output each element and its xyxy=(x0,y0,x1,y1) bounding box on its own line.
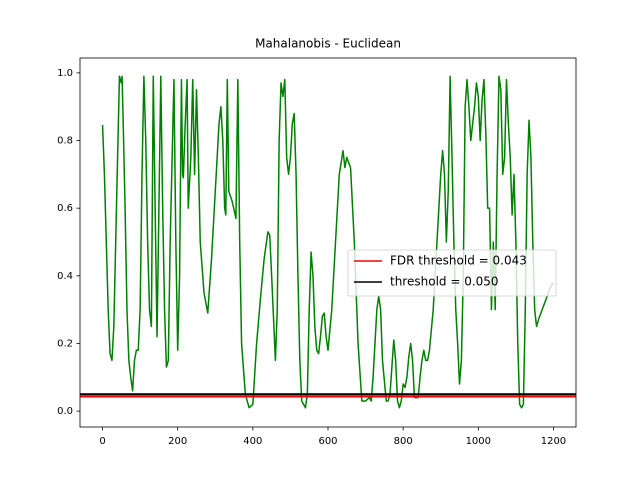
x-tick-label: 800 xyxy=(394,436,413,447)
y-tick-label: 0.8 xyxy=(57,136,73,147)
data-line xyxy=(101,75,554,409)
x-tick-label: 200 xyxy=(168,436,187,447)
y-tick-label: 0.4 xyxy=(57,271,73,282)
legend-label: threshold = 0.050 xyxy=(390,275,499,289)
y-tick-label: 0.0 xyxy=(57,406,73,417)
x-tick-label: 400 xyxy=(243,436,262,447)
y-tick-label: 0.2 xyxy=(57,338,73,349)
y-tick-label: 1.0 xyxy=(57,68,73,79)
y-tick-label: 0.6 xyxy=(57,203,73,214)
legend-box xyxy=(347,249,557,297)
x-tick-label: 0 xyxy=(99,436,105,447)
plot-frame xyxy=(79,57,577,428)
x-tick-label: 1000 xyxy=(466,436,491,447)
x-tick-label: 600 xyxy=(318,436,337,447)
chart-title: Mahalanobis - Euclidean xyxy=(255,37,401,51)
x-tick-label: 1200 xyxy=(541,436,566,447)
legend-label: FDR threshold = 0.043 xyxy=(390,254,527,268)
